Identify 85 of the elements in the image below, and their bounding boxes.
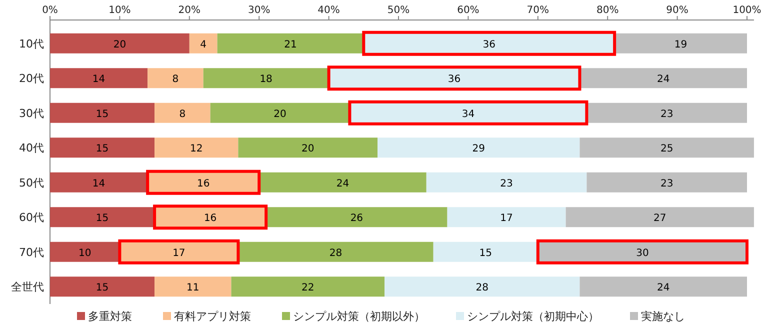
data-label: 16 [204,213,217,224]
data-label: 14 [92,74,106,86]
data-label: 34 [462,108,475,120]
legend-label: 実施なし [641,310,685,323]
data-label: 28 [476,282,489,294]
x-tick-label: 100% [732,5,762,16]
x-tick-label: 20% [178,5,201,16]
bar [50,138,155,158]
x-tick-label: 50% [387,5,410,16]
bar [50,68,148,88]
data-label: 20 [274,108,286,120]
x-tick-label: 60% [457,5,480,16]
data-label: 23 [660,108,674,120]
data-label: 12 [190,144,203,155]
y-tick-label: 50代 [19,176,44,190]
data-label: 10 [78,248,92,259]
data-label: 28 [329,248,342,259]
x-tick-label: 10% [108,5,131,16]
bar [580,138,754,158]
bar [566,207,754,228]
data-label: 19 [674,39,688,50]
bar [447,207,566,228]
data-label: 4 [200,39,207,50]
x-tick-label: 40% [318,5,340,16]
data-label: 15 [96,282,109,294]
data-label: 16 [196,178,210,190]
y-tick-label: 20代 [19,72,44,86]
y-tick-label: 40代 [19,142,44,155]
data-label: 23 [500,178,513,190]
bar [580,276,747,297]
data-label: 29 [472,144,486,155]
data-label: 15 [479,248,492,259]
data-label: 24 [656,282,670,294]
data-label: 36 [482,39,496,50]
bar [614,33,747,54]
data-label: 23 [660,178,674,190]
legend-label: シンプル対策（初期中心） [467,310,599,323]
data-label: 25 [660,144,674,155]
y-tick-label: 全世代 [11,280,44,294]
data-label: 20 [302,144,314,155]
data-label: 20 [113,39,126,50]
bar [154,102,210,123]
x-tick-label: 0% [42,5,58,16]
data-label: 8 [179,108,186,120]
data-label: 18 [260,74,272,86]
data-label: 24 [656,74,670,86]
data-label: 30 [636,248,649,259]
data-label: 24 [336,178,350,190]
legend-label: 多重対策 [88,310,132,323]
y-tick-label: 60代 [19,211,44,224]
data-label: 15 [96,213,109,224]
bar [50,102,155,123]
data-label: 36 [448,74,461,86]
bar [238,138,378,158]
bar [148,68,204,88]
bar [586,172,747,192]
y-tick-label: 30代 [19,106,44,120]
data-label: 11 [186,282,200,294]
bar [154,276,232,297]
y-tick-label: 10代 [19,37,44,50]
data-label: 8 [172,74,179,86]
bar [384,276,580,297]
data-label: 22 [302,282,314,294]
x-tick-label: 30% [248,5,270,16]
bar [189,33,218,54]
data-label: 21 [284,39,297,50]
bar [154,138,238,158]
bar [50,276,155,297]
data-label: 17 [172,248,186,259]
data-label: 14 [92,178,106,190]
bar [231,276,385,297]
data-label: 17 [500,213,513,224]
bar [50,33,190,54]
data-label: 27 [654,213,666,224]
data-label: 15 [96,108,109,120]
data-label: 26 [350,213,364,224]
legend-label: シンプル対策（初期以外） [293,310,425,323]
x-tick-label: 70% [526,5,550,16]
data-label: 15 [96,144,109,155]
x-tick-label: 80% [596,5,619,16]
y-tick-label: 70代 [19,246,44,259]
bar [426,172,587,192]
x-tick-label: 90% [666,5,688,16]
bar [378,138,580,158]
legend-label: 有料アプリ対策 [174,310,251,323]
